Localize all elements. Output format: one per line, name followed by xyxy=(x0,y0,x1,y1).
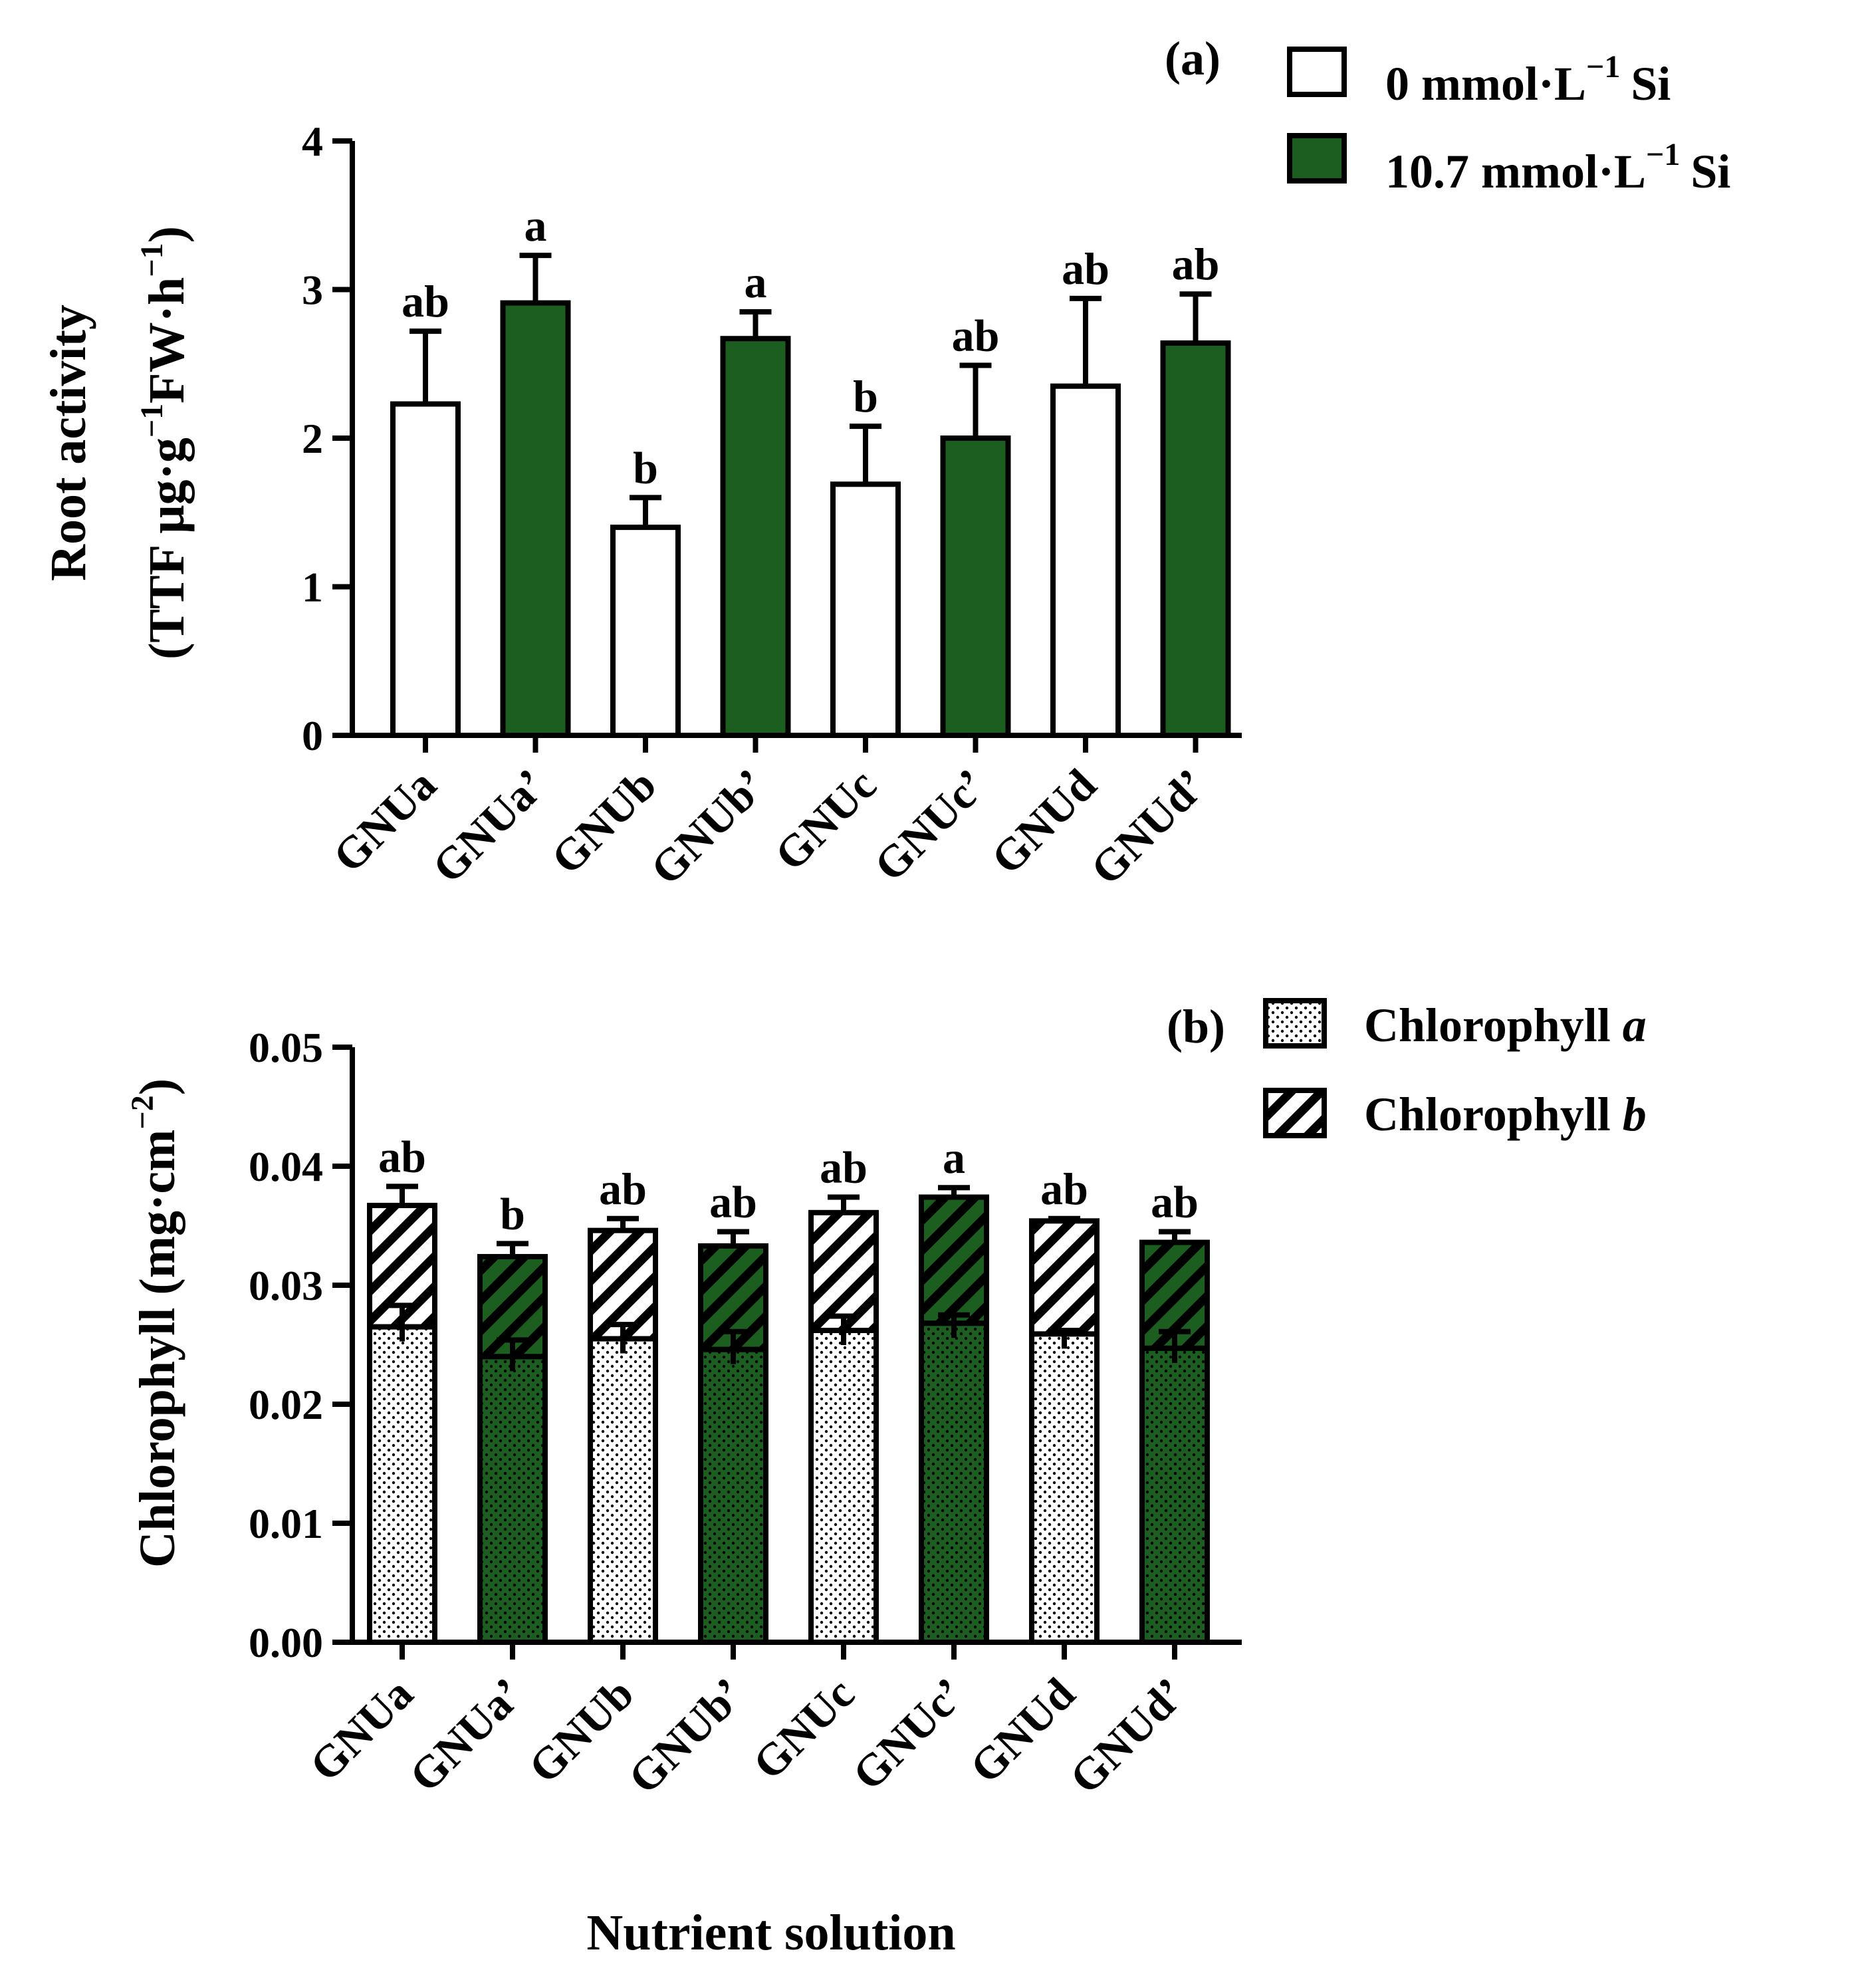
panel-a-bar xyxy=(610,525,681,738)
panel-a-y-tick-label: 2 xyxy=(302,415,323,462)
y-axis-title-a-line2: (TTF μg·g−1FW·h−1) xyxy=(134,226,195,660)
legend-swatch-chlorophyll-b xyxy=(1263,1088,1327,1138)
panel-b-x-tick-label: GNUd’ xyxy=(1060,1668,1195,1803)
panel-b-label: (b) xyxy=(1167,1000,1225,1053)
panel-a-y-tick-label: 3 xyxy=(302,267,323,314)
panel-a-bar xyxy=(940,435,1011,738)
panel-b-y-tick-label: 0.05 xyxy=(249,1024,323,1071)
panel-b-significance-label: b xyxy=(500,1188,525,1239)
x-axis-title: Nutrient solution xyxy=(586,1905,955,1961)
legend-label-chlorophyll-a: Chlorophyll a xyxy=(1364,999,1647,1052)
panel-a-significance-label: b xyxy=(853,371,878,422)
panel-a-y-tick-label: 0 xyxy=(302,712,323,759)
panel-b-bar-chlorophyll-a xyxy=(588,1336,658,1646)
panel-a-bar xyxy=(390,401,461,738)
panel-a-significance-label: a xyxy=(745,257,767,307)
panel-a-y-tick-label: 4 xyxy=(302,118,323,165)
panel-b-x-tick-label: GNUc’ xyxy=(843,1668,975,1800)
panel-b-bar-chlorophyll-a xyxy=(367,1324,437,1646)
panel-b-significance-label: ab xyxy=(1151,1176,1199,1227)
y-axis-title-a-units: (TTF μg·g−1FW·h−1) xyxy=(134,226,195,660)
panel-b-y-tick-label: 0.04 xyxy=(249,1143,323,1190)
panel-a-significance-label: ab xyxy=(1062,243,1109,294)
panel-a-bar xyxy=(1050,383,1121,738)
panel-a-x-tick-label: GNUb’ xyxy=(641,759,776,894)
panel-a-significance-label: ab xyxy=(952,310,1000,360)
panel-a-significance-label: ab xyxy=(1172,239,1220,289)
legend-label-chlorophyll-b: Chlorophyll b xyxy=(1364,1088,1647,1141)
panel-b-significance-label: ab xyxy=(820,1142,868,1193)
panel-a-x-tick-label: GNUc xyxy=(765,759,886,880)
panel-b-bar-chlorophyll-b xyxy=(808,1209,879,1334)
y-axis-title-a: Root activity xyxy=(41,305,96,581)
panel-b-y-tick-label: 0.03 xyxy=(249,1262,323,1309)
panel-b-significance-label: a xyxy=(943,1132,965,1183)
panel-a-x-tick-label: GNUa’ xyxy=(422,759,556,893)
legend-label-0mmol: 0 mmol·L−1 Si xyxy=(1385,49,1671,110)
panel-b-significance-label: ab xyxy=(1040,1164,1088,1214)
legend-b: Chlorophyll a Chlorophyll b xyxy=(1263,998,1647,1141)
panel-b-bar-chlorophyll-b xyxy=(919,1194,989,1326)
panel-b-bar-chlorophyll-b xyxy=(1029,1218,1100,1337)
panel-a-y-tick-label: 1 xyxy=(302,564,323,611)
y-axis-title-a-line1: Root activity xyxy=(41,305,96,581)
panel-a-x-tick-label: GNUc’ xyxy=(864,759,996,891)
panel-b-significance-label: ab xyxy=(709,1176,757,1227)
panel-b-y-tick-label: 0.00 xyxy=(249,1619,323,1666)
legend-swatch-chlorophyll-a xyxy=(1263,998,1327,1049)
panel-a-x-tick-label: GNUa xyxy=(323,759,446,882)
panel-b-x-tick-label: GNUa xyxy=(300,1668,423,1791)
panel-b-y-tick-label: 0.02 xyxy=(249,1381,323,1428)
y-axis-title-b: Chlorophyll (mg·cm−2) xyxy=(125,1078,185,1568)
panel-a-bar xyxy=(830,481,901,738)
legend-a: 0 mmol·L−1 Si 10.7 mmol·L−1 Si xyxy=(1287,47,1730,198)
panel-a-significance-label: b xyxy=(633,442,658,493)
legend-label-10mmol: 10.7 mmol·L−1 Si xyxy=(1385,137,1730,198)
panel-a-significance-label: a xyxy=(524,200,547,251)
y-axis-title-b-text: Chlorophyll (mg·cm−2) xyxy=(125,1078,185,1568)
panel-b-bar-chlorophyll-a xyxy=(1029,1331,1100,1645)
panel-b-bar-chlorophyll-a xyxy=(919,1320,989,1646)
panel-a-bar xyxy=(720,336,791,738)
panel-a-x-tick-label: GNUd’ xyxy=(1081,759,1216,894)
panel-b-bar-chlorophyll-a xyxy=(477,1354,548,1646)
panel-a-label: (a) xyxy=(1165,32,1221,85)
panel-b-bar-chlorophyll-a xyxy=(1139,1345,1210,1645)
panel-b-x-tick-label: GNUc xyxy=(743,1668,864,1789)
panel-b-bar-chlorophyll-a xyxy=(698,1346,768,1646)
panel-a: (a) 0 mmol·L−1 Si 10.7 mmol·L−1 Si Root ac… xyxy=(41,32,1730,894)
panel-a-bar xyxy=(1160,340,1231,738)
panel-b-bar-chlorophyll-b xyxy=(588,1227,658,1342)
panel-b-significance-label: ab xyxy=(599,1164,647,1214)
bars-b: ab b ab ab ab a ab ab xyxy=(367,1131,1210,1646)
legend-swatch-10mmol xyxy=(1287,133,1347,184)
panel-b-y-tick-label: 0.01 xyxy=(249,1500,323,1547)
panel-b-bar-chlorophyll-a xyxy=(808,1328,879,1646)
panel-b-significance-label: ab xyxy=(378,1131,426,1181)
legend-swatch-0mmol xyxy=(1287,47,1347,97)
panel-b-x-tick-label: GNUa’ xyxy=(400,1668,533,1802)
panel-b: (b) Chlorophyll a Chlorophyll b Chlorophyl… xyxy=(125,998,1647,1803)
panel-a-significance-label: ab xyxy=(402,276,449,326)
panel-b-x-tick-label: GNUb’ xyxy=(618,1668,753,1803)
panel-a-bar xyxy=(500,300,571,738)
